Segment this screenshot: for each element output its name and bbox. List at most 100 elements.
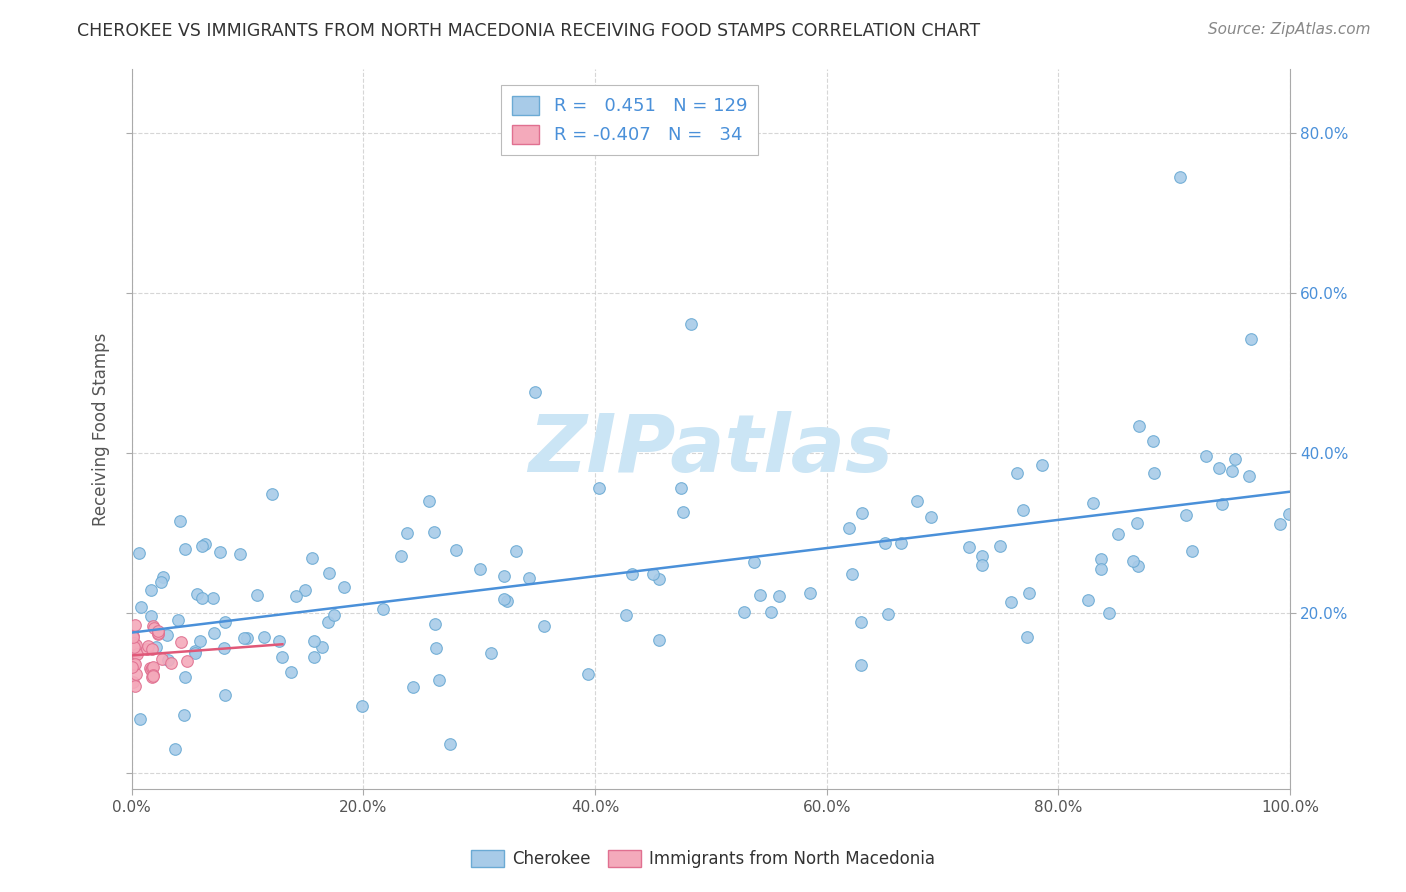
Point bbox=[129, 712, 152, 726]
Point bbox=[1142, 466, 1164, 480]
Point bbox=[588, 481, 610, 495]
Point bbox=[145, 640, 167, 654]
Point bbox=[260, 487, 283, 501]
Point bbox=[1126, 516, 1149, 530]
Point bbox=[439, 737, 461, 751]
Point bbox=[194, 537, 217, 551]
Point bbox=[184, 646, 207, 660]
Point bbox=[122, 639, 145, 653]
Point bbox=[150, 652, 173, 666]
Point bbox=[877, 607, 900, 622]
Point bbox=[873, 536, 896, 550]
Point bbox=[1128, 419, 1150, 434]
Point bbox=[1237, 469, 1260, 483]
Point bbox=[1168, 169, 1191, 184]
Point bbox=[188, 634, 211, 648]
Point bbox=[236, 631, 259, 645]
Point bbox=[214, 688, 236, 702]
Point bbox=[122, 674, 145, 689]
Point bbox=[136, 639, 159, 653]
Point bbox=[141, 641, 163, 656]
Point bbox=[648, 572, 671, 586]
Point bbox=[768, 589, 790, 603]
Point bbox=[135, 641, 157, 656]
Point bbox=[742, 555, 765, 569]
Point bbox=[1240, 332, 1263, 346]
Y-axis label: Receiving Food Stamps: Receiving Food Stamps bbox=[93, 332, 110, 525]
Point bbox=[121, 660, 143, 674]
Point bbox=[183, 644, 205, 658]
Point bbox=[423, 616, 446, 631]
Point bbox=[748, 588, 770, 602]
Point bbox=[166, 613, 188, 627]
Point bbox=[129, 600, 152, 615]
Point bbox=[396, 526, 419, 541]
Point bbox=[191, 539, 214, 553]
Point bbox=[1268, 516, 1291, 531]
Point bbox=[614, 607, 637, 622]
Point bbox=[191, 591, 214, 605]
Point bbox=[733, 605, 755, 619]
Text: CHEROKEE VS IMMIGRANTS FROM NORTH MACEDONIA RECEIVING FOOD STAMPS CORRELATION CH: CHEROKEE VS IMMIGRANTS FROM NORTH MACEDO… bbox=[77, 22, 980, 40]
Point bbox=[142, 669, 165, 683]
Point bbox=[170, 635, 193, 649]
Point bbox=[1007, 466, 1029, 480]
Point bbox=[418, 494, 440, 508]
Point bbox=[479, 647, 502, 661]
Point bbox=[1223, 452, 1246, 467]
Point bbox=[920, 510, 942, 524]
Point bbox=[333, 580, 356, 594]
Point bbox=[988, 539, 1011, 553]
Point bbox=[890, 536, 912, 550]
Point bbox=[125, 666, 148, 681]
Point bbox=[149, 575, 172, 590]
Text: ZIPatlas: ZIPatlas bbox=[529, 411, 893, 490]
Point bbox=[505, 544, 527, 558]
Point bbox=[905, 494, 928, 508]
Point bbox=[425, 640, 447, 655]
Point bbox=[1018, 586, 1040, 600]
Point bbox=[672, 505, 695, 519]
Point bbox=[1142, 434, 1164, 448]
Point bbox=[970, 549, 993, 563]
Point bbox=[1031, 458, 1053, 473]
Point bbox=[124, 657, 146, 671]
Point bbox=[139, 663, 162, 677]
Point bbox=[446, 542, 468, 557]
Point bbox=[294, 582, 316, 597]
Point bbox=[304, 649, 326, 664]
Point bbox=[972, 558, 994, 573]
Point bbox=[496, 594, 519, 608]
Point bbox=[318, 566, 340, 580]
Point bbox=[165, 741, 187, 756]
Point bbox=[141, 670, 163, 684]
Point bbox=[173, 670, 195, 684]
Point bbox=[838, 521, 860, 535]
Point bbox=[492, 569, 515, 583]
Point bbox=[141, 583, 163, 598]
Point bbox=[1077, 592, 1099, 607]
Point bbox=[759, 605, 782, 619]
Point bbox=[373, 602, 395, 616]
Point bbox=[533, 618, 555, 632]
Point bbox=[269, 633, 291, 648]
Legend: Cherokee, Immigrants from North Macedonia: Cherokee, Immigrants from North Macedoni… bbox=[464, 843, 942, 875]
Point bbox=[1012, 503, 1035, 517]
Point bbox=[1090, 562, 1112, 576]
Point bbox=[1122, 554, 1144, 568]
Point bbox=[125, 639, 148, 653]
Point bbox=[1278, 507, 1301, 521]
Point bbox=[141, 660, 163, 674]
Point bbox=[122, 657, 145, 672]
Point bbox=[202, 625, 225, 640]
Point bbox=[157, 652, 180, 666]
Point bbox=[209, 545, 232, 559]
Point bbox=[1208, 460, 1230, 475]
Point bbox=[621, 566, 644, 581]
Point bbox=[173, 708, 195, 723]
Point bbox=[141, 668, 163, 682]
Point bbox=[1181, 543, 1204, 558]
Point bbox=[1000, 595, 1022, 609]
Point bbox=[138, 661, 160, 675]
Point bbox=[253, 630, 276, 644]
